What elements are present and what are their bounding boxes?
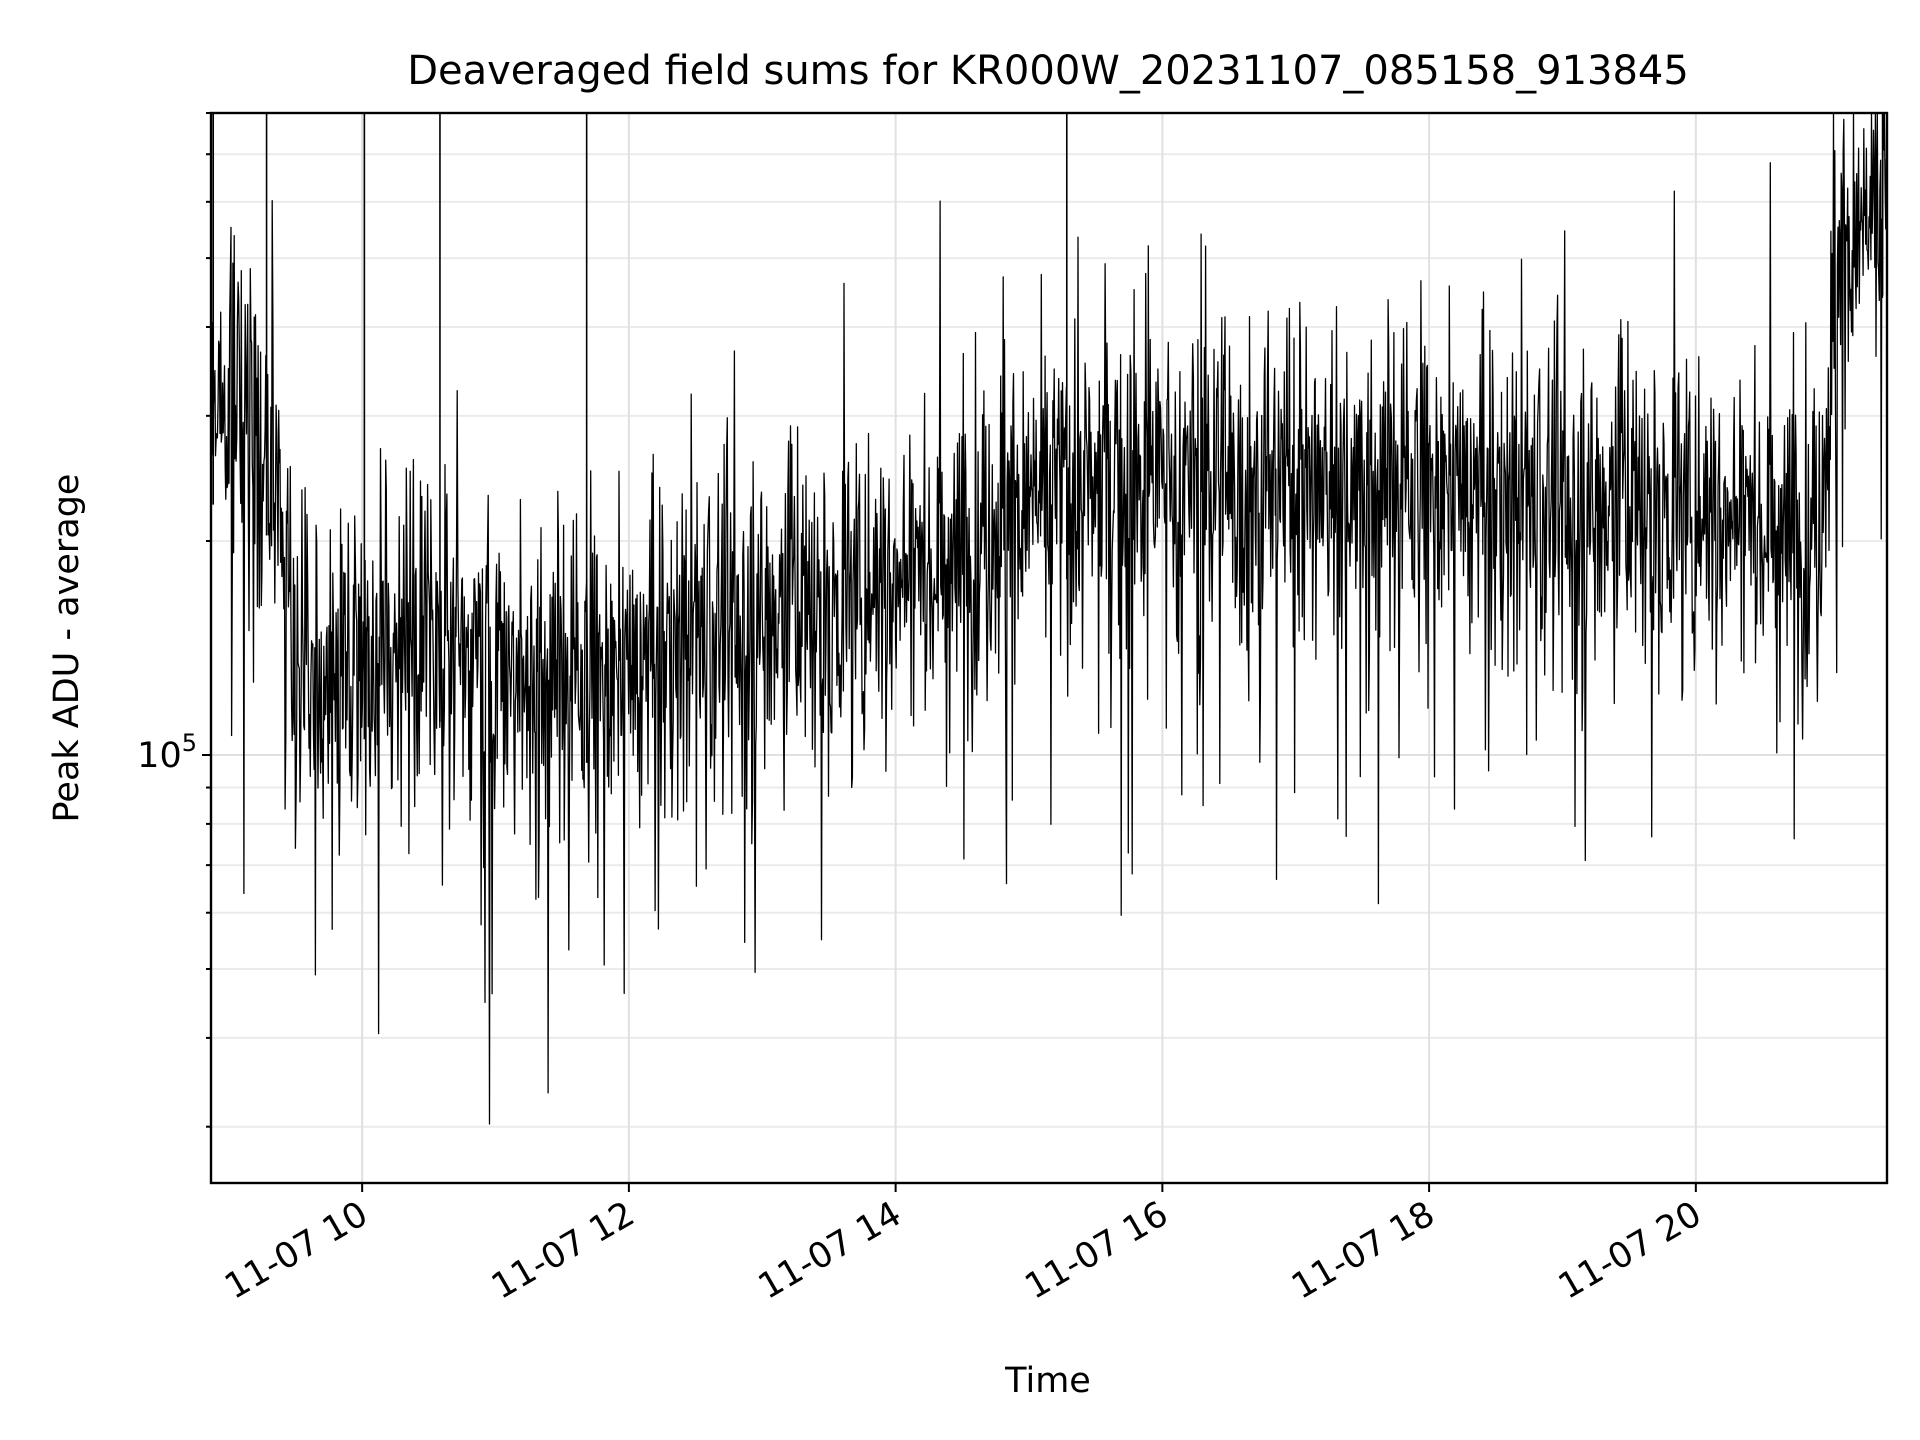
series-layer <box>210 112 1888 1125</box>
plot-frame <box>209 111 1889 1185</box>
y-axis: 105 <box>137 112 211 1128</box>
series-line <box>210 112 1888 1125</box>
y-tick-label: 105 <box>137 729 197 776</box>
x-axis-label: Time <box>1004 1361 1091 1401</box>
chart-title: Deaveraged field sums for KR000W_2023110… <box>407 48 1689 94</box>
y-axis-label: Peak ADU - average <box>47 474 87 823</box>
